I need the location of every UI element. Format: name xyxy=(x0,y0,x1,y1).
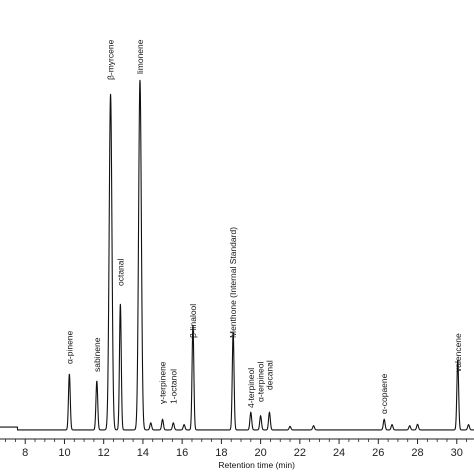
peak-label: β-linalool xyxy=(188,304,198,338)
x-tick-label: 20 xyxy=(254,447,266,459)
peak-label: valencene xyxy=(453,333,463,372)
peak-label: decanal xyxy=(264,360,274,390)
x-tick-label: 16 xyxy=(176,447,188,459)
x-tick-label: 8 xyxy=(22,447,28,459)
x-tick-label: 12 xyxy=(98,447,110,459)
x-tick-label: 18 xyxy=(215,447,227,459)
x-tick-label: 28 xyxy=(411,447,423,459)
x-tick-label: 30 xyxy=(451,447,463,459)
peak-label: octanal xyxy=(115,258,125,286)
peak-label: α-terpineol xyxy=(256,362,266,402)
x-tick-label: 24 xyxy=(333,447,345,459)
peak-labels: ethyl butyrateα-pinenesabineneβ-myrceneo… xyxy=(64,39,463,414)
x-tick-label: 14 xyxy=(137,447,149,459)
peak-label: 4-terpineol xyxy=(246,368,256,408)
peak-label: sabinene xyxy=(92,337,102,372)
x-tick-label: 22 xyxy=(294,447,306,459)
x-tick-label: 26 xyxy=(372,447,384,459)
peak-label: 1-octanol xyxy=(168,369,178,404)
trace-group xyxy=(0,79,474,431)
peak-label: α-pinene xyxy=(64,330,74,364)
peak-label: γ-terpinene xyxy=(158,361,168,404)
peak-label: α-copaene xyxy=(379,373,389,414)
peak-label: Menthone (Internal Standard) xyxy=(228,227,238,338)
peak-label: limonene xyxy=(135,39,145,74)
peak-label: β-myrcene xyxy=(106,39,116,80)
chromatogram-trace xyxy=(0,79,474,431)
x-axis-title: Retention time (min) xyxy=(218,460,295,470)
x-axis: 68101214161820222426283032 xyxy=(0,438,474,459)
x-tick-label: 10 xyxy=(58,447,70,459)
